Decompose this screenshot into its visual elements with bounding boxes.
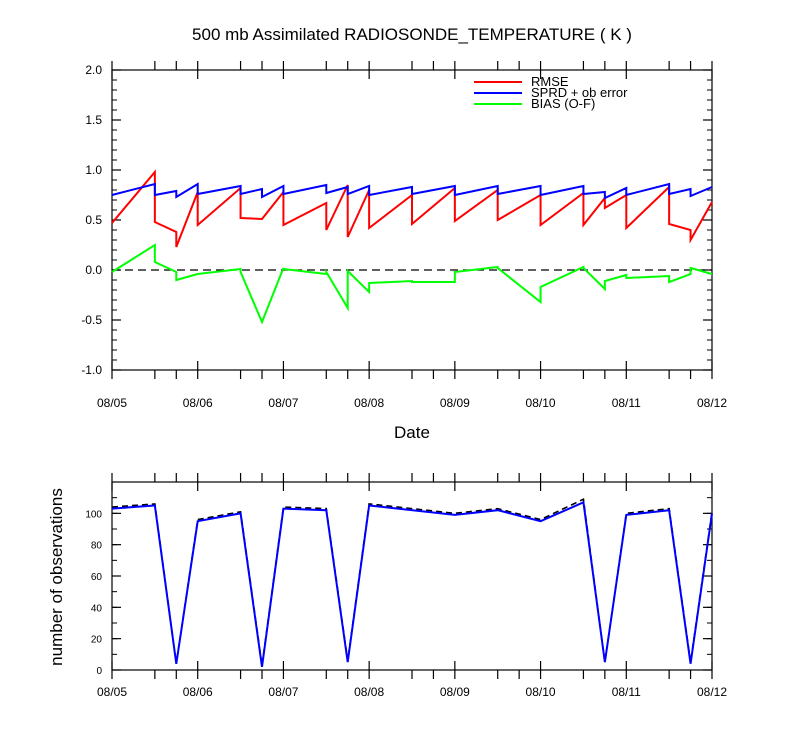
x-tick-label: 08/09 xyxy=(440,685,470,699)
y-tick-label: -1.0 xyxy=(81,363,102,377)
x-tick-label: 08/08 xyxy=(354,396,384,410)
y-tick-label: -0.5 xyxy=(81,313,102,327)
x-tick-label: 08/05 xyxy=(97,396,127,410)
x-tick-label: 08/06 xyxy=(183,685,213,699)
x-tick-label: 08/06 xyxy=(183,396,213,410)
y-tick-label: 20 xyxy=(91,635,103,646)
x-tick-label: 08/05 xyxy=(97,685,127,699)
x-tick-label: 08/07 xyxy=(268,396,298,410)
top-plot-area: 08/05 08/06 08/07 08/08 08/09 08/10 08/11 08/12… xyxy=(81,61,727,410)
y-tick-label: 1.5 xyxy=(85,113,102,127)
x-tick-label: 08/11 xyxy=(612,685,641,699)
x-tick-label: 08/11 xyxy=(612,396,641,410)
legend-label: RMSE xyxy=(531,74,569,89)
x-tick-label: 08/09 xyxy=(440,396,470,410)
series-1-line xyxy=(111,500,713,668)
series-rmse-line xyxy=(111,169,713,248)
x-tick-label: 08/12 xyxy=(697,685,727,699)
bottom-plot-area: 08/05 08/06 08/07 08/08 08/09 08/10 08/11 08/12… xyxy=(85,473,727,699)
top-x-axis-title: Date xyxy=(394,423,430,442)
y-tick-label: 0 xyxy=(96,666,102,677)
series-bias-o-f-line xyxy=(111,243,713,325)
bottom-chart: 08/05 08/06 08/07 08/08 08/09 08/10 08/11 08/12… xyxy=(47,473,727,699)
y-tick-label: 40 xyxy=(91,603,103,614)
chart-title: 500 mb Assimilated RADIOSONDE_TEMPERATUR… xyxy=(192,25,632,44)
y-tick-label: 80 xyxy=(91,541,103,552)
series-0-line xyxy=(111,498,713,666)
x-tick-label: 08/12 xyxy=(697,396,727,410)
x-tick-label: 08/07 xyxy=(268,685,298,699)
x-tick-label: 08/08 xyxy=(354,685,384,699)
legend-label: SPRD + ob error xyxy=(531,85,628,100)
y-tick-label: 60 xyxy=(91,572,103,583)
y-tick-label: 0.5 xyxy=(85,213,102,227)
x-tick-label: 08/10 xyxy=(526,396,556,410)
y-tick-label: 100 xyxy=(85,509,102,520)
y-tick-label: 2.0 xyxy=(85,63,102,77)
bottom-y-axis-title: number of observations xyxy=(47,488,66,666)
series-sprd-ob-error-line xyxy=(111,182,713,200)
x-tick-label: 08/10 xyxy=(526,685,556,699)
top-chart: 500 mb Assimilated RADIOSONDE_TEMPERATUR… xyxy=(81,25,727,442)
legend-label: BIAS (O-F) xyxy=(531,96,595,111)
y-tick-label: 1.0 xyxy=(85,163,102,177)
y-tick-label: 0.0 xyxy=(85,263,102,277)
